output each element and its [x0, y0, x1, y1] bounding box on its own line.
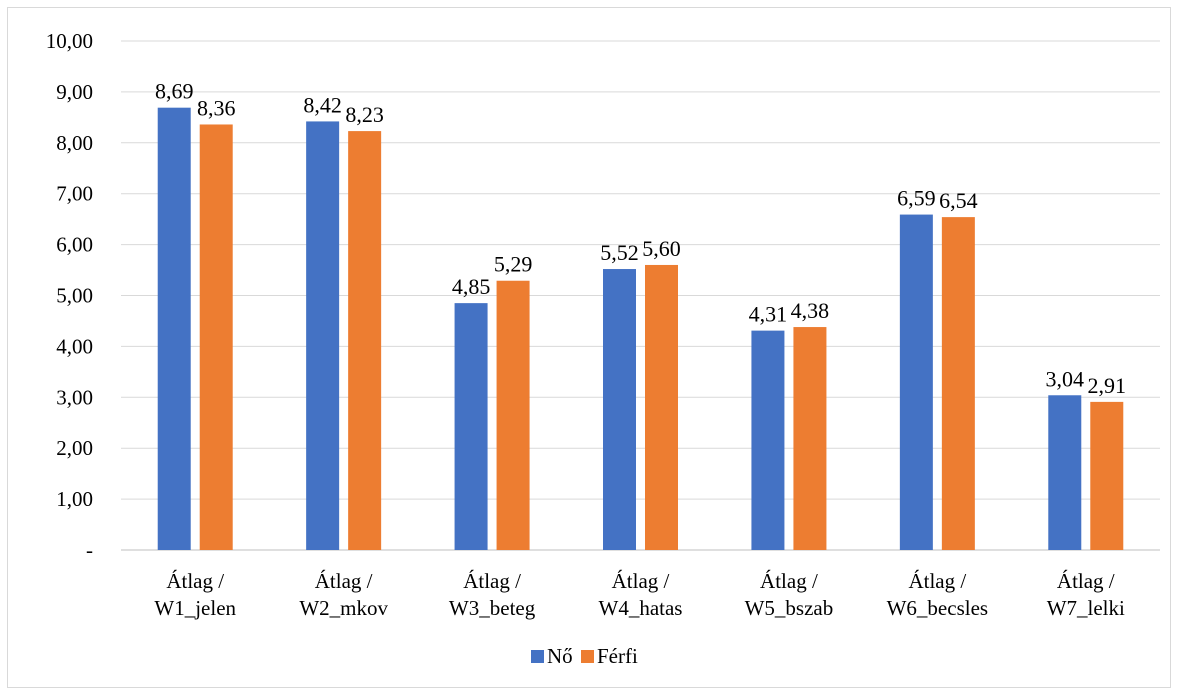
bar-ferfi	[496, 280, 530, 550]
legend: Nő Férfi	[531, 644, 638, 668]
category-label: Átlag /	[315, 569, 373, 593]
bar-ferfi	[199, 124, 233, 550]
y-tick-label: 6,00	[56, 233, 93, 257]
data-label: 8,42	[303, 92, 342, 117]
bar-ferfi	[645, 264, 678, 550]
category-label: W7_lelki	[1047, 596, 1125, 620]
bar-chart: - 1,00 2,00 3,00 4,00 5,00 6,00 7,00 8,00 9,00 10,…	[46, 29, 1160, 668]
bar-no	[454, 303, 488, 550]
data-labels: 8,698,36 8,42 8,23 4,855,29 5,52 5,60 4,31 4,38…	[155, 79, 1126, 398]
category-label: W4_hatas	[599, 596, 683, 620]
category-label: W3_beteg	[449, 596, 536, 620]
y-tick-label: 10,00	[46, 29, 93, 53]
y-tick-label: 7,00	[56, 182, 93, 206]
data-label: 8,69	[155, 79, 194, 104]
bar-ferfi	[941, 217, 975, 550]
legend-swatch	[581, 650, 594, 663]
y-tick-label: 3,00	[56, 385, 93, 409]
legend-label: Nő	[547, 644, 573, 668]
bar-no	[306, 121, 340, 550]
bar-no	[899, 214, 933, 550]
data-label: 6,54	[939, 188, 978, 213]
y-axis-tick-labels: - 1,00 2,00 3,00 4,00 5,00 6,00 7,00 8,00 9,00 10,…	[46, 29, 93, 562]
data-label: 4,31	[749, 302, 788, 327]
data-label: 4,85	[452, 274, 491, 299]
y-tick-label: 8,00	[56, 131, 93, 155]
legend-label: Férfi	[597, 644, 638, 668]
bar-no	[157, 107, 191, 550]
bar-no	[603, 269, 636, 550]
y-tick-label: -	[86, 538, 93, 562]
data-label: 5,60	[642, 236, 681, 261]
y-tick-label: 5,00	[56, 284, 93, 308]
data-label: 6,59	[897, 186, 936, 211]
data-label: 5,52	[600, 240, 639, 265]
category-label: Átlag /	[166, 569, 224, 593]
category-label: W2_mkov	[299, 596, 388, 620]
bar-ferfi	[1090, 401, 1124, 550]
y-tick-label: 9,00	[56, 80, 93, 104]
category-label: Átlag /	[760, 569, 818, 593]
bar-ferfi	[793, 327, 827, 550]
bar-no	[1048, 395, 1082, 550]
category-label: W1_jelen	[154, 596, 236, 620]
category-label: Átlag /	[463, 569, 521, 593]
category-label: Átlag /	[612, 569, 670, 593]
y-tick-label: 1,00	[56, 487, 93, 511]
bar-no	[751, 330, 785, 550]
y-tick-label: 4,00	[56, 334, 93, 358]
gridlines	[121, 40, 1160, 551]
data-label: 8,23	[345, 102, 384, 127]
chart-frame: - 1,00 2,00 3,00 4,00 5,00 6,00 7,00 8,00 9,00 10,…	[7, 7, 1171, 688]
y-tick-label: 2,00	[56, 436, 93, 460]
category-label: Átlag /	[1057, 569, 1115, 593]
data-label: 5,29	[494, 252, 533, 277]
data-label: 2,91	[1088, 373, 1127, 398]
bar-ferfi	[348, 131, 382, 550]
x-axis-category-labels: Átlag / W1_jelen Átlag / W2_mkov Átlag / W3_b…	[154, 569, 1125, 620]
data-label: 3,04	[1046, 366, 1085, 391]
category-label: W6_becsles	[887, 596, 988, 620]
category-label: Átlag /	[908, 569, 966, 593]
bars	[157, 107, 1124, 550]
data-label: 8,36	[197, 95, 236, 120]
data-label: 4,38	[791, 298, 830, 323]
category-label: W5_bszab	[745, 596, 834, 620]
legend-swatch	[531, 650, 544, 663]
